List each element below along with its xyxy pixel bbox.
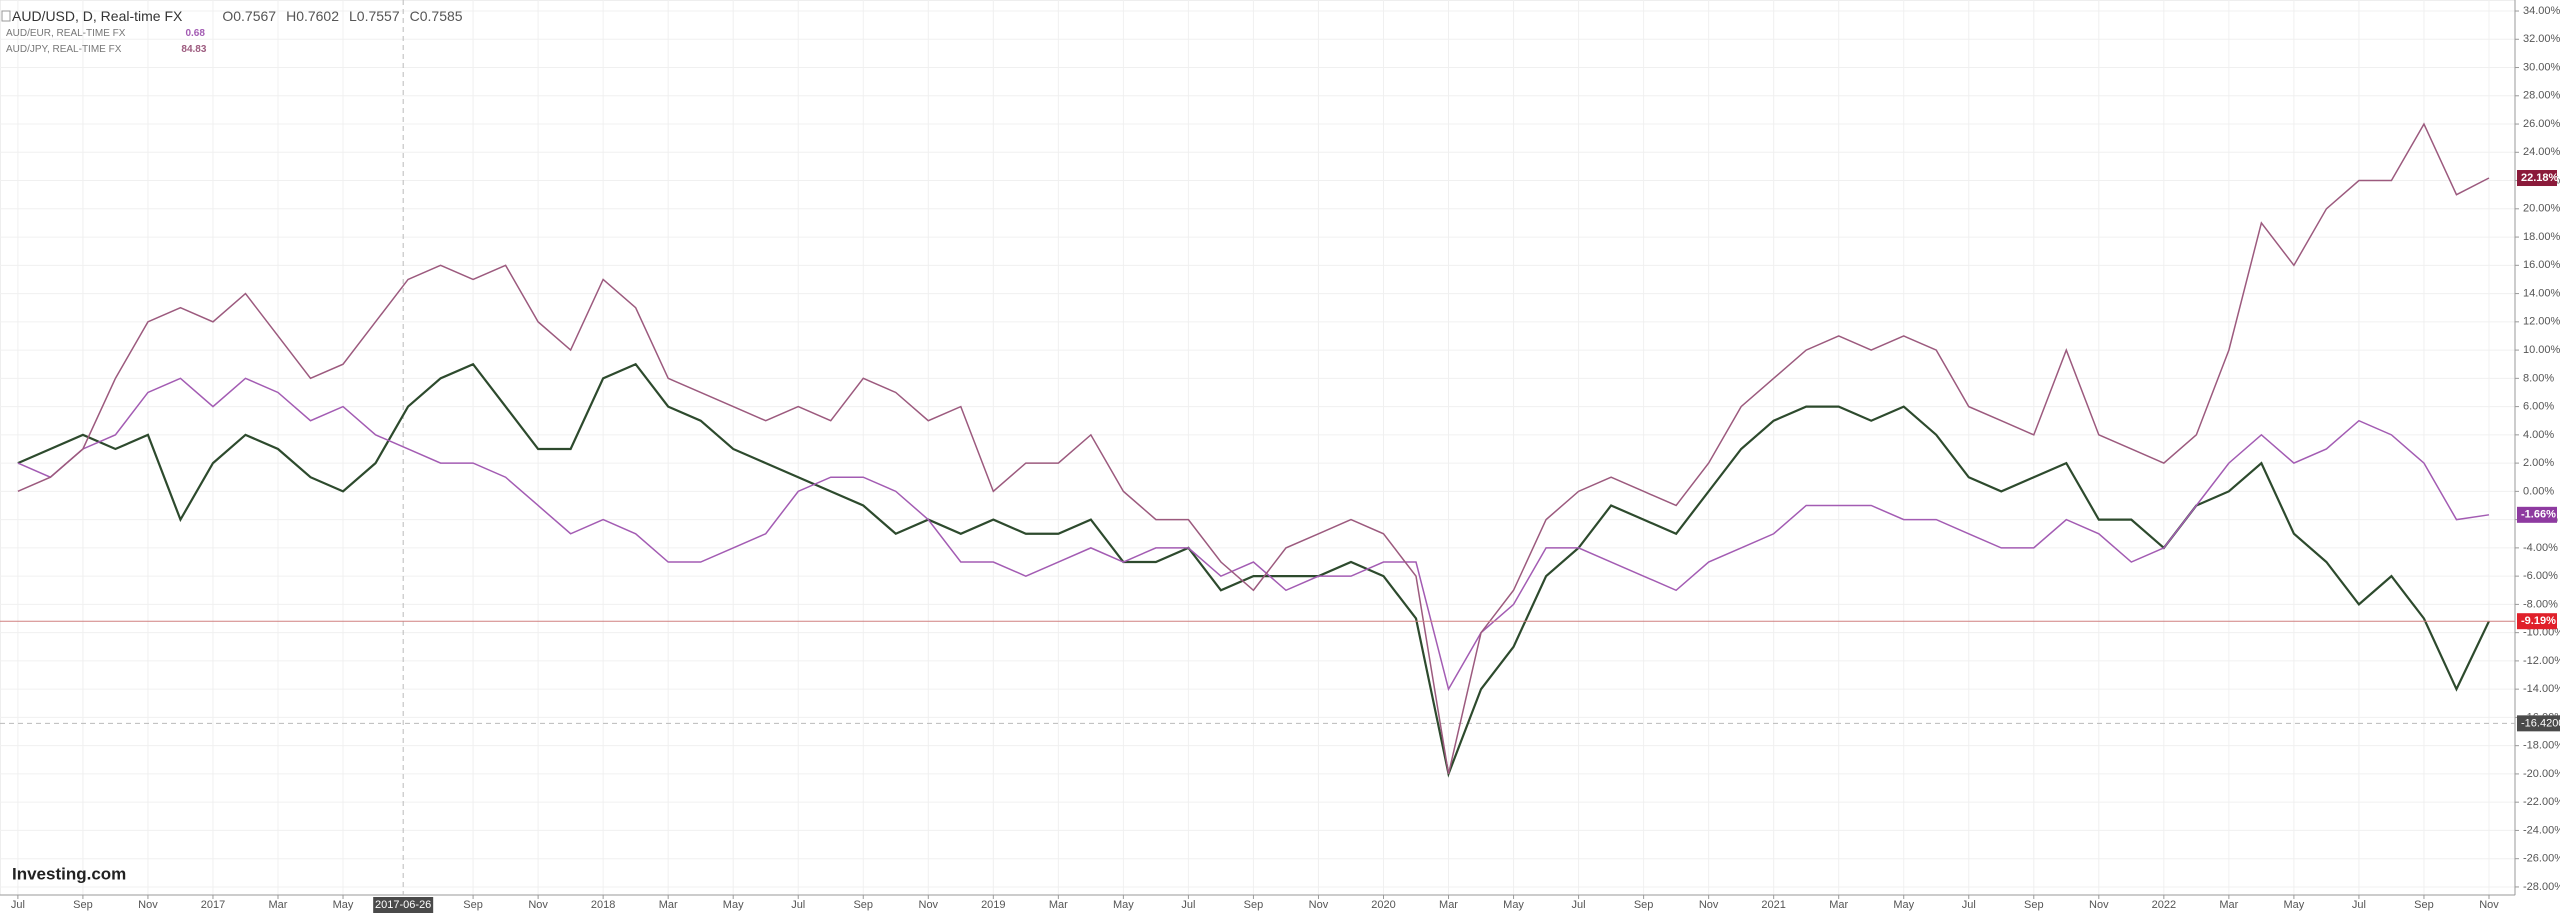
series-line <box>17 362 2490 778</box>
x-tick-label: Sep <box>1634 899 1654 911</box>
ohlc-value: O0.7567 <box>222 8 276 24</box>
y-tick-label: 24.00% <box>2523 146 2560 158</box>
y-tick-label: -8.00% <box>2523 598 2558 610</box>
y-tick-label: -14.00% <box>2523 683 2560 695</box>
crosshair-y-box <box>2517 715 2560 732</box>
x-tick-label: Mar <box>269 899 288 911</box>
y-tick-label: 16.00% <box>2523 259 2560 271</box>
y-tick-label: -26.00% <box>2523 853 2560 865</box>
x-tick-label: Jul <box>791 899 805 911</box>
y-tick-label: -20.00% <box>2523 768 2560 780</box>
y-tick-label: -6.00% <box>2523 570 2558 582</box>
legend-main: AUD/USD, D, Real-time FX O0.7567 H0.7602 L0… <box>12 8 463 24</box>
x-tick-label: Mar <box>2219 899 2238 911</box>
y-tick-label: -28.00% <box>2523 881 2560 893</box>
x-tick-label: 2018 <box>591 899 615 911</box>
legend-name: AUD/EUR, REAL-TIME FX <box>6 28 126 39</box>
last-value-label: -1.66% <box>2521 509 2556 521</box>
ohlc-value: L0.7557 <box>349 8 400 24</box>
legend-icon <box>1 10 11 22</box>
y-tick-label: -10.00% <box>2523 627 2560 639</box>
brand-logo: Investing.com <box>12 864 126 883</box>
y-tick-label: 6.00% <box>2523 401 2554 413</box>
x-tick-label: Sep <box>853 899 873 911</box>
x-tick-label: May <box>1503 899 1524 911</box>
x-tick-label: 2020 <box>1371 899 1395 911</box>
y-tick-label: 2.00% <box>2523 457 2554 469</box>
x-tick-label: Jul <box>1572 899 1586 911</box>
x-tick-label: May <box>333 899 354 911</box>
x-tick-label: 2019 <box>981 899 1005 911</box>
legend-entry: AUD/EUR, REAL-TIME FX 0.68 <box>6 28 205 39</box>
y-tick-label: 32.00% <box>2523 33 2560 45</box>
x-tick-label: May <box>2284 899 2305 911</box>
legend-value: 84.83 <box>181 44 206 55</box>
x-tick-label: Sep <box>73 899 93 911</box>
x-tick-label: 2022 <box>2152 899 2176 911</box>
last-value-box <box>2517 170 2557 187</box>
y-tick-label: 20.00% <box>2523 203 2560 215</box>
x-tick-label: May <box>1113 899 1134 911</box>
x-tick-label: Mar <box>1829 899 1848 911</box>
y-tick-label: 26.00% <box>2523 118 2560 130</box>
crosshair-x-label: 2017-06-26 <box>375 899 431 911</box>
y-tick-label: 30.00% <box>2523 61 2560 73</box>
y-tick-label: 34.00% <box>2523 5 2560 17</box>
y-tick-label: -22.00% <box>2523 796 2560 808</box>
legend-value: 0.68 <box>185 28 205 39</box>
x-tick-label: May <box>1893 899 1914 911</box>
legend-name: AUD/USD, D, Real-time FX <box>12 8 183 24</box>
series-line <box>17 377 2490 692</box>
x-tick-label: Jul <box>2352 899 2366 911</box>
last-value-label: -9.19% <box>2521 615 2556 627</box>
x-tick-label: Sep <box>1244 899 1264 911</box>
x-tick-label: Sep <box>463 899 483 911</box>
x-tick-label: Mar <box>1439 899 1458 911</box>
x-tick-label: Mar <box>1049 899 1068 911</box>
x-tick-label: Jul <box>1181 899 1195 911</box>
crosshair-x-box <box>373 897 434 913</box>
legend-name: AUD/JPY, REAL-TIME FX <box>6 44 122 55</box>
y-tick-label: 18.00% <box>2523 231 2560 243</box>
y-tick-label: 28.00% <box>2523 90 2560 102</box>
last-value-label: 22.18% <box>2521 172 2559 184</box>
y-tick-label: -18.00% <box>2523 740 2560 752</box>
plot-area <box>0 0 2516 896</box>
ohlc-value: H0.7602 <box>286 8 339 24</box>
x-tick-label: 2017 <box>201 899 225 911</box>
x-tick-label: Sep <box>2024 899 2044 911</box>
series-line <box>17 122 2490 775</box>
x-tick-label: Jul <box>1962 899 1976 911</box>
last-value-box <box>2517 613 2557 630</box>
legend-entry: AUD/JPY, REAL-TIME FX 84.83 <box>6 44 207 55</box>
x-tick-label: Jul <box>11 899 25 911</box>
x-tick-label: May <box>723 899 744 911</box>
y-tick-label: 14.00% <box>2523 287 2560 299</box>
x-tick-label: Nov <box>1699 899 1719 911</box>
x-tick-label: Nov <box>919 899 939 911</box>
x-tick-label: Nov <box>2089 899 2109 911</box>
ohlc-value: C0.7585 <box>410 8 463 24</box>
x-tick-label: 2021 <box>1761 899 1785 911</box>
y-tick-label: 0.00% <box>2523 485 2554 497</box>
x-tick-label: Mar <box>659 899 678 911</box>
y-tick-label: 10.00% <box>2523 344 2560 356</box>
y-tick-label: 12.00% <box>2523 316 2560 328</box>
y-tick-label: 8.00% <box>2523 372 2554 384</box>
x-tick-label: Nov <box>2479 899 2499 911</box>
crosshair-y-label: -16.4200 <box>2521 717 2560 729</box>
y-tick-label: -4.00% <box>2523 542 2558 554</box>
x-tick-label: Nov <box>528 899 548 911</box>
y-tick-label: -12.00% <box>2523 655 2560 667</box>
x-tick-label: Nov <box>1309 899 1329 911</box>
y-tick-label: -24.00% <box>2523 824 2560 836</box>
x-tick-label: Sep <box>2414 899 2434 911</box>
y-tick-label: 4.00% <box>2523 429 2554 441</box>
x-tick-label: Nov <box>138 899 158 911</box>
last-value-box <box>2517 506 2557 523</box>
